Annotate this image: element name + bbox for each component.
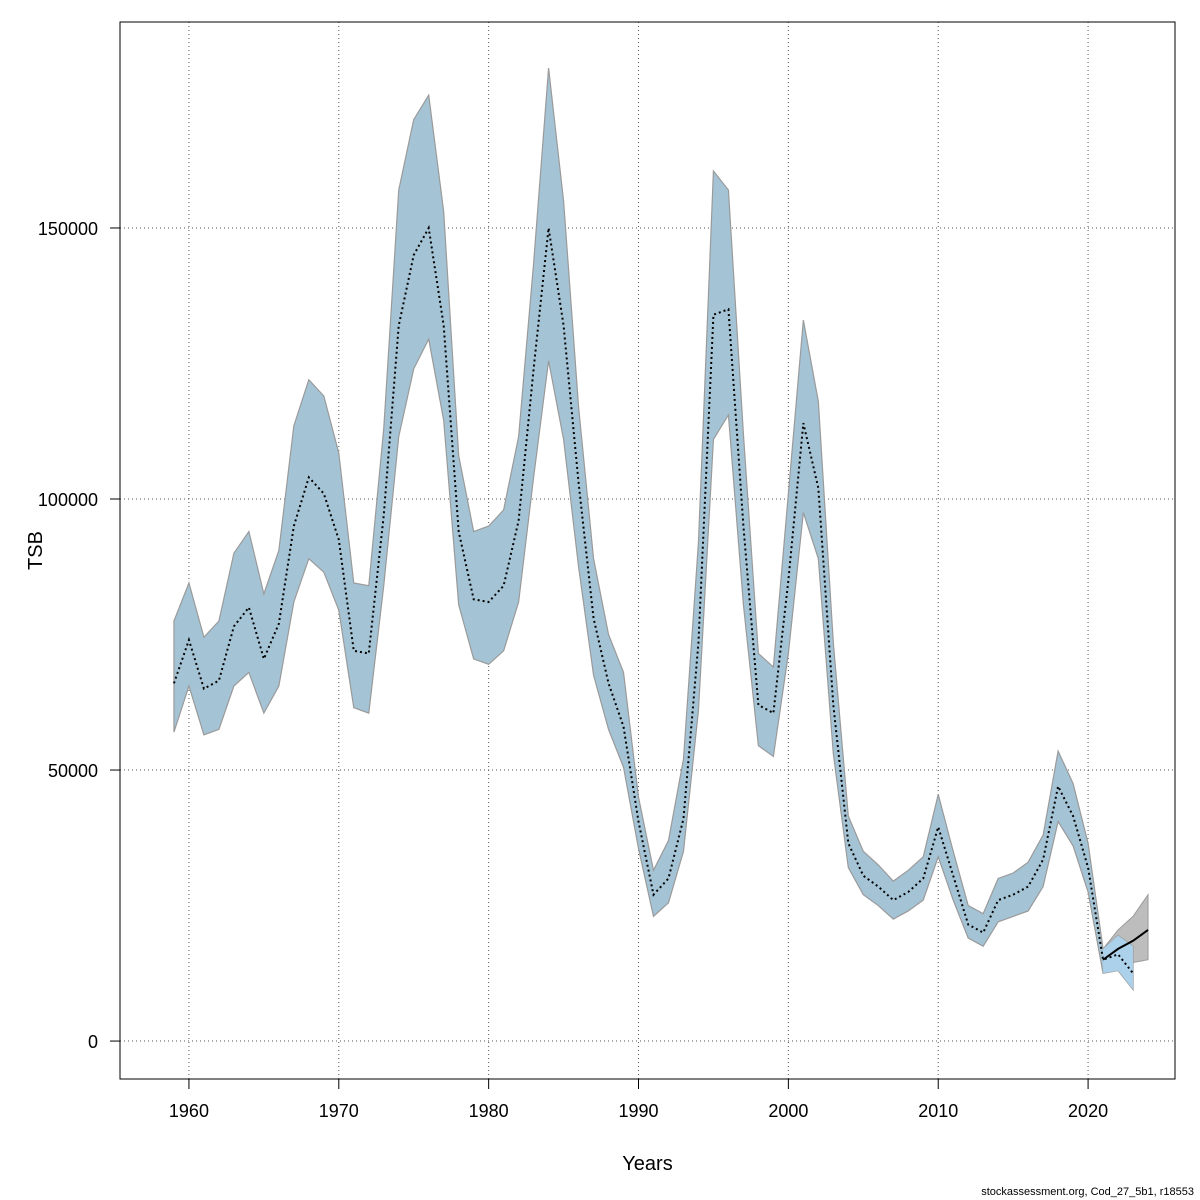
x-tick-label: 2020 (1068, 1101, 1108, 1121)
x-tick-label: 1960 (169, 1101, 209, 1121)
y-tick-label: 0 (88, 1032, 98, 1052)
y-tick-label: 50000 (48, 761, 98, 781)
confidence-band (173, 68, 1134, 992)
x-tick-label: 2000 (768, 1101, 808, 1121)
x-tick-label: 1990 (618, 1101, 658, 1121)
x-axis-label: Years (622, 1153, 672, 1175)
confidence-band-tail (1103, 935, 1134, 990)
x-tick-label: 1980 (469, 1101, 509, 1121)
estimate-lines (173, 224, 1149, 974)
credit-text: stockassessment.org, Cod_27_5b1, r18553 (981, 1186, 1194, 1198)
confidence-bands (173, 68, 1149, 992)
x-axis: 1960 1970 1980 1990 2000 2010 2020 (169, 1078, 1108, 1121)
y-axis-label: TSB (25, 531, 47, 570)
estimate-line (173, 224, 1134, 974)
y-tick-label: 150000 (38, 219, 98, 239)
x-tick-label: 1970 (319, 1101, 359, 1121)
y-axis: 0 50000 100000 150000 (38, 219, 121, 1052)
x-tick-label: 2010 (918, 1101, 958, 1121)
y-tick-label: 100000 (38, 490, 98, 510)
forecast-estimate-line (1102, 929, 1149, 961)
